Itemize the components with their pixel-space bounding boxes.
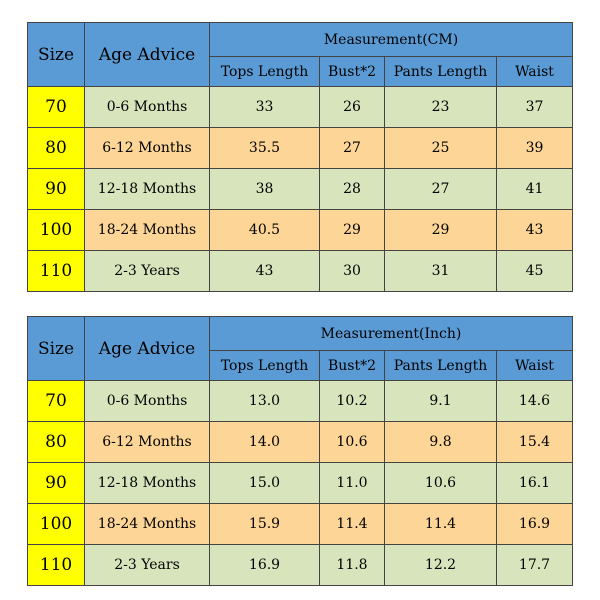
waist-cell: 17.7 (496, 544, 573, 586)
size-cell: 80 (27, 421, 85, 463)
table-row: 90 12-18 Months 38 28 27 41 (27, 168, 574, 210)
pants-length-cell: 31 (384, 250, 497, 292)
age-cell: 6-12 Months (84, 421, 210, 463)
size-cell: 100 (27, 209, 85, 251)
tops-length-cell: 33 (209, 86, 320, 128)
age-advice-header: Age Advice (84, 316, 210, 381)
age-cell: 2-3 Years (84, 250, 210, 292)
waist-cell: 16.1 (496, 462, 573, 504)
table-row: 70 0-6 Months 13.0 10.2 9.1 14.6 (27, 380, 573, 422)
tops-length-cell: 15.9 (209, 503, 320, 545)
size-cell: 90 (27, 168, 85, 210)
tops-length-cell: 14.0 (209, 421, 320, 463)
size-cell: 90 (27, 462, 85, 504)
table-row: 90 12-18 Months 15.0 11.0 10.6 16.1 (27, 462, 573, 504)
pants-length-cell: 11.4 (384, 503, 497, 545)
size-header: Size (27, 22, 85, 87)
pants-length-cell: 29 (384, 209, 497, 251)
tops-length-cell: 38 (209, 168, 320, 210)
pants-length-cell: 12.2 (384, 544, 497, 586)
age-cell: 2-3 Years (84, 544, 210, 586)
tops-length-cell: 16.9 (209, 544, 320, 586)
waist-cell: 45 (495, 250, 574, 292)
bust-cell: 26 (319, 86, 385, 128)
age-cell: 0-6 Months (84, 380, 210, 422)
waist-cell: 37 (495, 86, 574, 128)
tops-length-header: Tops Length (209, 350, 320, 381)
bust-header: Bust*2 (319, 350, 385, 381)
bust-cell: 10.6 (319, 421, 385, 463)
size-chart-cm-table: Size Age Advice Measurement(CM) Tops Len… (27, 22, 574, 292)
tops-length-cell: 40.5 (209, 209, 320, 251)
waist-cell: 41 (495, 168, 574, 210)
table-row: 100 18-24 Months 15.9 11.4 11.4 16.9 (27, 503, 573, 545)
waist-cell: 43 (495, 209, 574, 251)
pants-length-cell: 9.1 (384, 380, 497, 422)
bust-cell: 30 (319, 250, 385, 292)
table-row: 110 2-3 Years 43 30 31 45 (27, 250, 574, 292)
tops-length-cell: 13.0 (209, 380, 320, 422)
waist-cell: 39 (495, 127, 574, 169)
tops-length-cell: 43 (209, 250, 320, 292)
pants-length-cell: 10.6 (384, 462, 497, 504)
measurement-header: Measurement(Inch) (209, 316, 573, 351)
age-cell: 0-6 Months (84, 86, 210, 128)
pants-length-cell: 25 (384, 127, 497, 169)
table-row: 100 18-24 Months 40.5 29 29 43 (27, 209, 574, 251)
size-header: Size (27, 316, 85, 381)
pants-length-cell: 9.8 (384, 421, 497, 463)
bust-cell: 29 (319, 209, 385, 251)
age-cell: 18-24 Months (84, 503, 210, 545)
waist-cell: 16.9 (496, 503, 573, 545)
bust-cell: 11.0 (319, 462, 385, 504)
age-cell: 12-18 Months (84, 462, 210, 504)
table-row: 70 0-6 Months 33 26 23 37 (27, 86, 574, 128)
pants-length-cell: 27 (384, 168, 497, 210)
size-cell: 70 (27, 86, 85, 128)
age-cell: 6-12 Months (84, 127, 210, 169)
bust-cell: 28 (319, 168, 385, 210)
age-cell: 18-24 Months (84, 209, 210, 251)
bust-header: Bust*2 (319, 56, 385, 87)
pants-length-header: Pants Length (384, 56, 497, 87)
tops-length-cell: 15.0 (209, 462, 320, 504)
waist-header: Waist (495, 56, 574, 87)
waist-cell: 15.4 (496, 421, 573, 463)
table-row: 80 6-12 Months 14.0 10.6 9.8 15.4 (27, 421, 573, 463)
age-advice-header: Age Advice (84, 22, 210, 87)
tops-length-cell: 35.5 (209, 127, 320, 169)
waist-cell: 14.6 (496, 380, 573, 422)
size-cell: 70 (27, 380, 85, 422)
bust-cell: 27 (319, 127, 385, 169)
bust-cell: 10.2 (319, 380, 385, 422)
table-row: 80 6-12 Months 35.5 27 25 39 (27, 127, 574, 169)
age-cell: 12-18 Months (84, 168, 210, 210)
pants-length-cell: 23 (384, 86, 497, 128)
bust-cell: 11.4 (319, 503, 385, 545)
waist-header: Waist (496, 350, 573, 381)
measurement-header: Measurement(CM) (208, 22, 574, 57)
size-chart-inch-table: Size Age Advice Measurement(Inch) Tops L… (27, 316, 573, 586)
tops-length-header: Tops Length (209, 56, 320, 87)
size-cell: 110 (27, 250, 85, 292)
table-row: 110 2-3 Years 16.9 11.8 12.2 17.7 (27, 544, 573, 586)
pants-length-header: Pants Length (384, 350, 497, 381)
size-cell: 110 (27, 544, 85, 586)
bust-cell: 11.8 (319, 544, 385, 586)
size-cell: 100 (27, 503, 85, 545)
size-cell: 80 (27, 127, 85, 169)
